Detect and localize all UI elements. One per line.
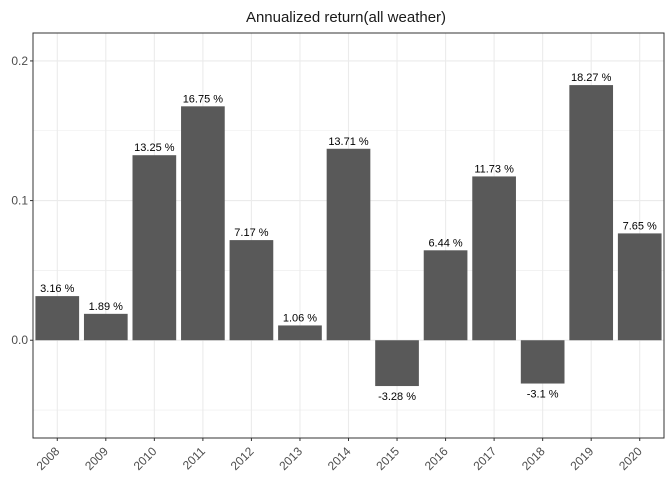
- bar-2013: [278, 325, 322, 341]
- y-tick-label: 0.1: [11, 194, 28, 208]
- data-label-2011: 16.75 %: [183, 93, 224, 105]
- x-tick-label-2018: 2018: [519, 444, 548, 473]
- data-label-2009: 1.89 %: [89, 301, 123, 313]
- x-tick-label-2008: 2008: [34, 444, 63, 473]
- data-label-2017: 11.73 %: [474, 163, 514, 175]
- bar-2014: [326, 148, 371, 341]
- x-tick-label-2019: 2019: [568, 444, 597, 473]
- bar-2010: [132, 155, 177, 341]
- data-label-2010: 13.25 %: [134, 142, 175, 154]
- bar-2015: [375, 340, 419, 387]
- data-label-2013: 1.06 %: [283, 312, 317, 324]
- bar-2009: [83, 313, 128, 341]
- x-axis: 2008 2009 2010 2011 2012 2013 2014 2015 2016 2017…: [34, 438, 645, 473]
- x-tick-label-2020: 2020: [616, 444, 645, 473]
- data-label-2015: -3.28 %: [378, 391, 416, 403]
- bar-2018: [520, 340, 565, 384]
- y-axis: 0.0 0.1 0.2: [11, 54, 33, 347]
- x-tick-label-2010: 2010: [131, 444, 160, 473]
- x-tick-label-2014: 2014: [325, 444, 354, 473]
- data-label-2019: 18.27 %: [571, 72, 612, 84]
- bar-2020: [617, 233, 662, 341]
- bars: [35, 85, 662, 387]
- bar-2016: [423, 250, 468, 341]
- data-label-2014: 13.71 %: [328, 136, 369, 148]
- data-label-2016: 6.44 %: [428, 237, 462, 249]
- x-tick-label-2009: 2009: [82, 444, 111, 473]
- data-label-2012: 7.17 %: [234, 227, 268, 239]
- bar-2017: [472, 176, 516, 341]
- bar-2019: [569, 85, 614, 341]
- data-labels: 3.16 % 1.89 % 13.25 % 16.75 % 7.17 % 1.06 % 13…: [40, 72, 657, 403]
- data-label-2018: -3.1 %: [527, 389, 559, 401]
- y-tick-label: 0.0: [11, 333, 28, 347]
- data-label-2020: 7.65 %: [623, 220, 657, 232]
- bar-2011: [181, 106, 225, 341]
- x-tick-label-2017: 2017: [470, 444, 499, 473]
- bar-2008: [35, 296, 80, 341]
- x-tick-label-2015: 2015: [373, 444, 402, 473]
- y-tick-label: 0.2: [11, 54, 28, 68]
- x-tick-label-2011: 2011: [180, 444, 208, 472]
- x-tick-label-2016: 2016: [422, 444, 451, 473]
- x-tick-label-2012: 2012: [228, 444, 257, 473]
- bar-2012: [229, 240, 274, 341]
- x-tick-label-2013: 2013: [276, 444, 305, 473]
- data-label-2008: 3.16 %: [40, 283, 74, 295]
- chart-title: Annualized return(all weather): [246, 9, 446, 26]
